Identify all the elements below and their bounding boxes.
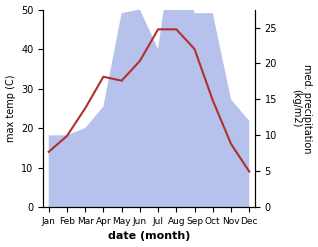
- Y-axis label: max temp (C): max temp (C): [5, 75, 16, 142]
- Y-axis label: med. precipitation
(kg/m2): med. precipitation (kg/m2): [291, 64, 313, 153]
- X-axis label: date (month): date (month): [108, 231, 190, 242]
